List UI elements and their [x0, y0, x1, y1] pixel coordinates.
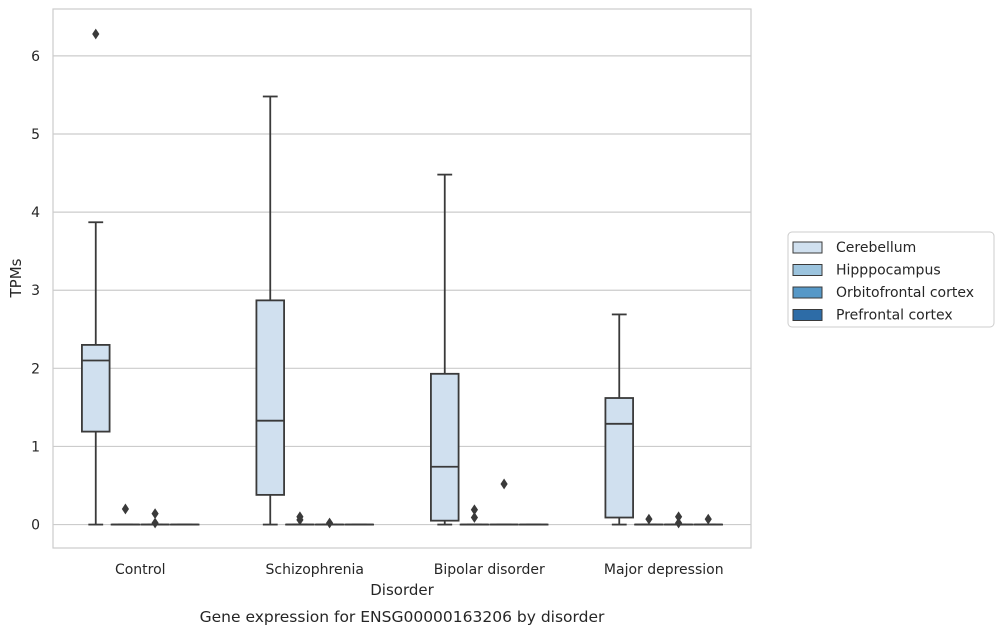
legend-item: Cerebellum	[792, 240, 916, 256]
legend-item: Prefrontal cortex	[792, 308, 953, 324]
box-hipppocampus-2	[459, 504, 490, 526]
legend-swatch	[792, 286, 823, 299]
box-hipppocampus-0	[110, 503, 141, 526]
outlier-point	[674, 517, 683, 529]
box-orbitofrontal-cortex-0	[140, 508, 170, 529]
plot-area-frame	[52, 8, 752, 549]
legend-label: Orbitofrontal cortex	[836, 285, 974, 301]
outlier-point	[500, 478, 508, 490]
legend-label: Hipppocampus	[836, 263, 941, 279]
y-tick-label: 4	[31, 205, 40, 221]
box-body	[255, 299, 285, 496]
outlier-point	[645, 513, 653, 525]
y-axis-label: TPMs	[7, 258, 25, 298]
x-tick-label: Bipolar disorder	[434, 562, 545, 578]
x-axis-label: Disorder	[370, 581, 434, 599]
x-tick-label: Major depression	[604, 562, 724, 578]
grid-lines	[53, 55, 751, 526]
outlier-point	[674, 511, 683, 523]
box-body	[81, 343, 111, 433]
y-tick-label: 6	[31, 49, 40, 65]
y-tick-label: 5	[31, 127, 40, 143]
box-hipppocampus-3	[634, 513, 664, 526]
y-tick-label: 3	[31, 283, 40, 299]
legend-label: Cerebellum	[836, 240, 916, 256]
x-tick-labels: Control Schizophrenia Bipolar disorder Majo…	[115, 562, 724, 578]
box-body	[604, 397, 634, 519]
outlier-point	[470, 504, 479, 516]
chart-caption: Gene expression for ENSG00000163206 by d…	[200, 608, 605, 626]
box-orbitofrontal-cortex-3	[663, 511, 694, 529]
outlier-point	[296, 511, 304, 523]
box-marks	[81, 28, 723, 529]
box-cerebellum-2	[430, 173, 460, 526]
y-tick-label: 1	[31, 439, 40, 455]
x-tick-label: Schizophrenia	[266, 562, 364, 578]
outlier-point	[121, 503, 130, 515]
box-cerebellum-1	[255, 95, 285, 526]
box-hipppocampus-1	[285, 511, 315, 526]
legend-item: Orbitofrontal cortex	[792, 285, 974, 301]
legend-swatch	[792, 264, 823, 276]
outlier-point	[704, 513, 712, 525]
box-orbitofrontal-cortex-2	[489, 478, 519, 526]
legend: Cerebellum Hipppocampus Orbitofrontal cort…	[787, 231, 995, 328]
x-tick-label: Control	[115, 562, 166, 578]
outlier-point	[325, 517, 334, 529]
box-cerebellum-3	[604, 313, 634, 526]
legend-label: Prefrontal cortex	[836, 308, 953, 324]
box-orbitofrontal-cortex-1	[314, 517, 345, 529]
legend-frame	[787, 231, 995, 328]
y-tick-label: 0	[31, 518, 40, 534]
y-tick-label: 2	[31, 361, 40, 377]
box-prefrontal-cortex-3	[693, 513, 723, 526]
legend-item: Hipppocampus	[792, 263, 941, 279]
outlier-point	[151, 517, 159, 529]
outlier-point	[92, 28, 100, 40]
legend-swatch	[792, 309, 823, 321]
outlier-point	[470, 512, 479, 523]
legend-swatch	[792, 241, 823, 254]
box-body	[430, 372, 460, 522]
y-tick-labels: 0 1 2 3 4 5 6	[31, 49, 40, 534]
box-cerebellum-0	[81, 28, 111, 526]
outlier-point	[151, 508, 159, 520]
